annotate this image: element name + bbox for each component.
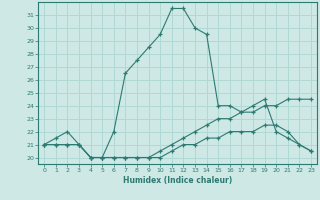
X-axis label: Humidex (Indice chaleur): Humidex (Indice chaleur) (123, 176, 232, 185)
